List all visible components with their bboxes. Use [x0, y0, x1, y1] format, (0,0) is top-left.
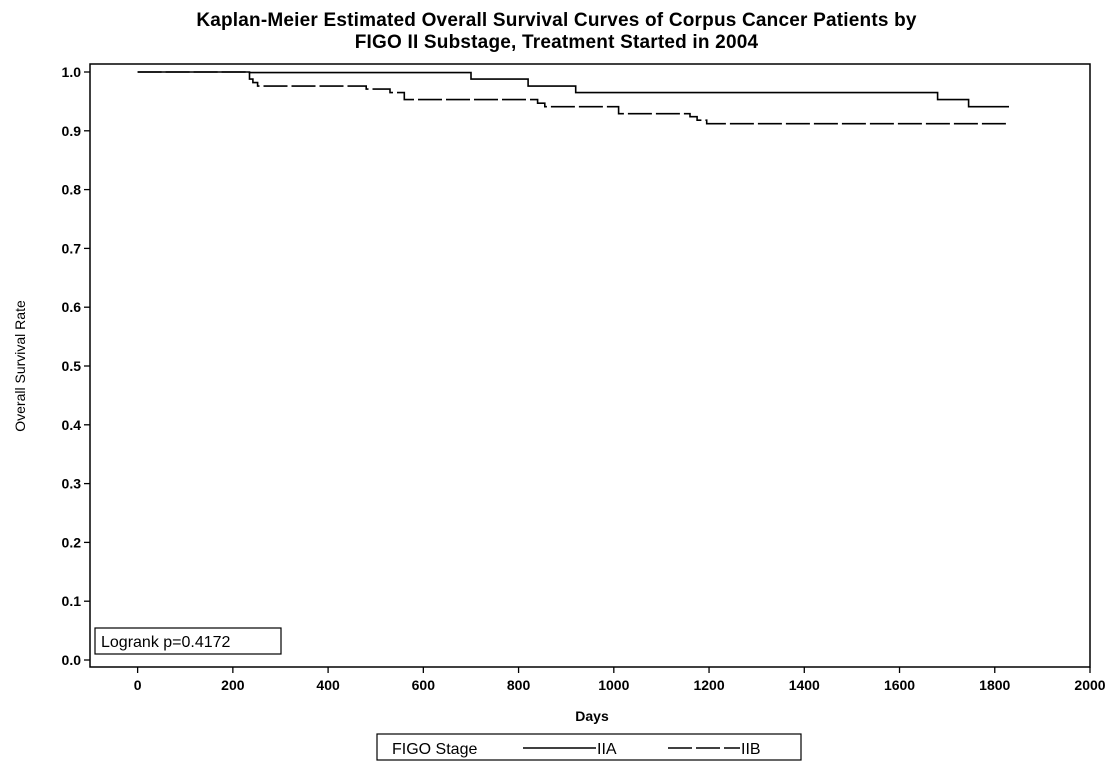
x-tick-label-7: 1400: [789, 677, 820, 693]
series-line-iib: [137, 71, 1009, 125]
x-tick-label-3: 600: [412, 677, 436, 693]
x-tick-label-1: 200: [221, 677, 245, 693]
x-tick-label-8: 1600: [884, 677, 915, 693]
y-axis-label: Overall Survival Rate: [12, 300, 28, 432]
legend-entry-iia: IIA: [597, 741, 617, 758]
y-tick-label-4: 0.4: [62, 417, 82, 433]
logrank-annotation: Logrank p=0.4172: [94, 627, 282, 655]
y-axis: 0.0 0.1 0.2 0.3 0.4 0.5 0.6 0.7 0.8 0.9 1.0: [62, 64, 90, 668]
series-line-iia: [137, 71, 1009, 108]
y-tick-label-7: 0.7: [62, 240, 82, 256]
y-tick-label-10: 1.0: [62, 64, 82, 80]
y-tick-label-9: 0.9: [62, 123, 82, 139]
x-axis-label: Days: [575, 708, 609, 724]
x-tick-label-4: 800: [507, 677, 531, 693]
legend-title: FIGO Stage: [392, 741, 477, 758]
logrank-annotation-text: Logrank p=0.4172: [101, 634, 231, 651]
chart-title-line-1: Kaplan-Meier Estimated Overall Survival …: [196, 10, 917, 31]
series-layer: [137, 71, 1009, 125]
y-tick-label-6: 0.6: [62, 299, 82, 315]
y-tick-label-0: 0.0: [62, 652, 82, 668]
legend-entry-iib: IIB: [741, 741, 761, 758]
y-tick-label-8: 0.8: [62, 182, 82, 198]
plot-area-frame: [89, 63, 1091, 668]
x-axis: 0 200 400 600 800 1000 1200 1400 1600 1800 2000: [134, 667, 1106, 693]
legend-box: [376, 733, 802, 761]
x-tick-label-10: 2000: [1074, 677, 1105, 693]
y-tick-label-2: 0.2: [62, 534, 82, 550]
x-tick-label-5: 1000: [598, 677, 629, 693]
x-tick-label-0: 0: [134, 677, 142, 693]
legend: FIGO Stage IIA IIB: [376, 733, 802, 761]
x-tick-label-9: 1800: [979, 677, 1010, 693]
y-tick-label-3: 0.3: [62, 476, 82, 492]
chart-title-line-2: FIGO II Substage, Treatment Started in 2…: [354, 32, 759, 53]
logrank-annotation-box: [94, 627, 282, 655]
y-tick-label-5: 0.5: [62, 358, 82, 374]
x-tick-label-6: 1200: [693, 677, 724, 693]
x-tick-label-2: 400: [316, 677, 340, 693]
y-tick-label-1: 0.1: [62, 593, 82, 609]
